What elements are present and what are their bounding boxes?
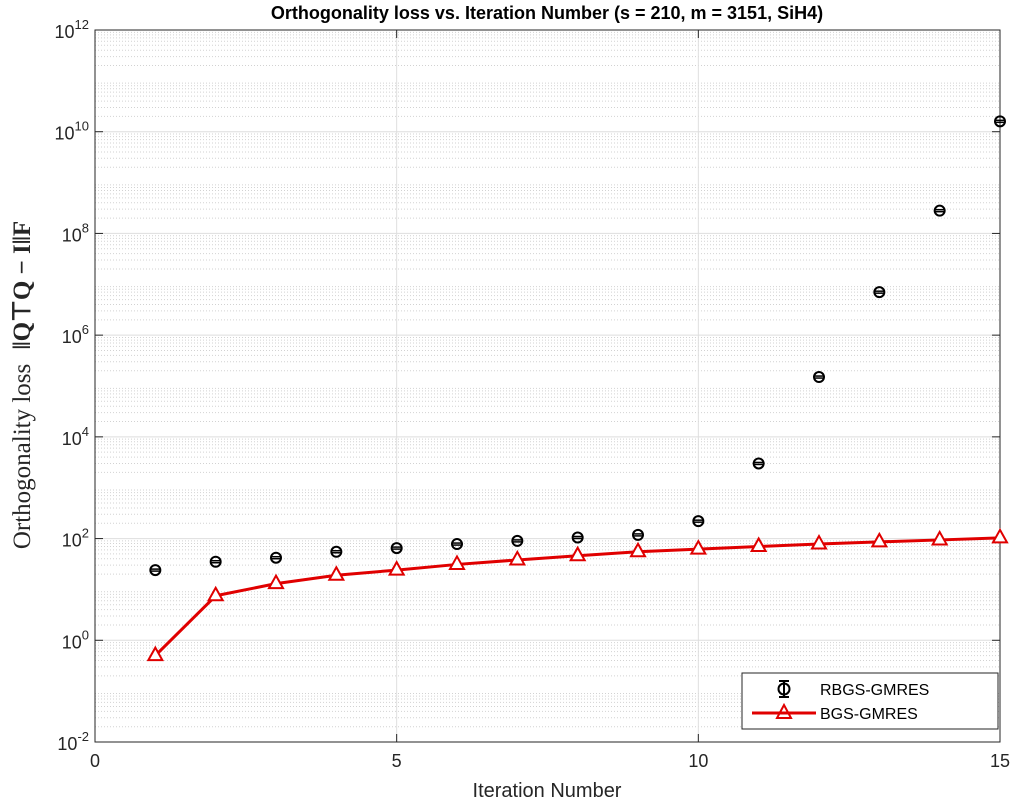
y-tick-label: 104 [62, 424, 89, 449]
data-point-triangle [810, 534, 828, 550]
legend-label-rbgs: RBGS-GMRES [820, 682, 929, 699]
data-point-circle [813, 371, 825, 384]
axis-ticks [94, 29, 1001, 743]
data-point-circle [632, 528, 644, 541]
plot-frame [94, 29, 1001, 743]
data-point-circle [390, 542, 403, 555]
x-tick-label: 0 [90, 751, 100, 771]
data-point-circle [451, 538, 463, 551]
series-layer [146, 115, 1009, 662]
data-point-circle [149, 564, 162, 577]
data-point-circle [571, 531, 584, 544]
data-point-circle [270, 551, 282, 564]
data-point-circle [933, 204, 946, 217]
y-tick-label: 100 [62, 627, 89, 652]
data-point-triangle [206, 585, 225, 602]
legend: RBGS-GMRES BGS-GMRES [741, 672, 999, 730]
data-point-triangle [568, 545, 587, 562]
data-point-triangle [146, 645, 165, 662]
chart-title: Orthogonality loss vs. Iteration Number … [271, 3, 823, 23]
data-point-triangle [629, 541, 647, 558]
y-tick-label: 1010 [55, 119, 90, 144]
data-point-circle [994, 115, 1006, 128]
y-tick-labels: 10-2 100 102 104 106 108 1010 1012 [55, 17, 90, 754]
data-point-circle [330, 545, 343, 558]
major-grid [95, 30, 1000, 742]
x-axis-label: Iteration Number [473, 780, 622, 801]
data-point-triangle [448, 554, 466, 570]
data-point-triangle [991, 527, 1009, 544]
y-axis-label-text: Orthogonality loss [9, 364, 36, 549]
series-bgs-gmres [146, 527, 1009, 662]
data-point-triangle [930, 529, 949, 546]
data-point-triangle [267, 573, 285, 590]
legend-marker-bgs [752, 702, 816, 719]
x-tick-label: 15 [990, 751, 1010, 771]
svg-text:Orthogonality loss ‖Q⊤Q: Orthogonality loss ‖Q⊤Q − I‖F [9, 221, 36, 549]
y-tick-label: 1012 [55, 17, 90, 42]
series-rbgs-gmres [149, 115, 1006, 577]
x-tick-labels: 0 5 10 15 [90, 751, 1010, 771]
y-axis-label-math: ‖Q⊤Q − I‖F [9, 221, 36, 350]
minor-grid [95, 31, 1000, 728]
data-point-circle [873, 286, 886, 299]
y-tick-label: 106 [62, 322, 89, 347]
data-point-circle [511, 534, 524, 547]
data-point-triangle [508, 549, 527, 566]
data-point-triangle [689, 539, 708, 555]
x-tick-label: 10 [688, 751, 708, 771]
legend-label-bgs: BGS-GMRES [820, 706, 918, 723]
y-tick-label: 10-2 [57, 729, 89, 754]
data-point-triangle [870, 531, 889, 548]
x-tick-label: 5 [392, 751, 402, 771]
data-point-circle [752, 457, 765, 470]
y-axis-label: Orthogonality loss ‖Q⊤Q − I‖F [9, 221, 36, 549]
legend-marker-rbgs [777, 680, 791, 698]
data-point-circle [692, 515, 705, 528]
data-point-triangle [749, 536, 768, 552]
data-point-triangle [327, 565, 346, 581]
y-tick-label: 102 [62, 526, 89, 551]
data-point-triangle [387, 560, 406, 576]
y-tick-label: 108 [62, 220, 89, 245]
data-point-circle [209, 555, 222, 568]
